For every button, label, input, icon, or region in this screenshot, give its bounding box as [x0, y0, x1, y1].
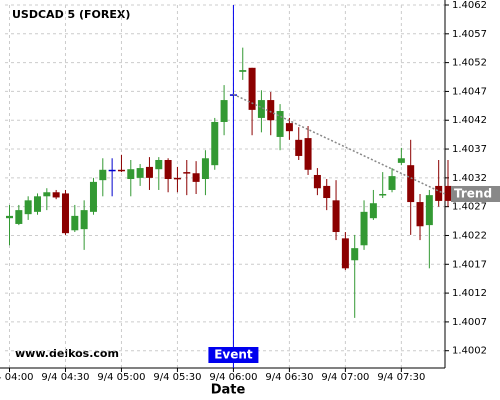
- candle-body: [267, 100, 275, 121]
- y-tick-label: 1.4027: [452, 202, 487, 213]
- candle-body: [425, 195, 433, 226]
- y-tick-label: 1.4007: [452, 317, 487, 328]
- candle-body: [295, 139, 303, 156]
- candle-body: [285, 123, 293, 132]
- candle-body: [164, 159, 172, 180]
- event-label: Event: [214, 348, 253, 362]
- candle-body: [220, 100, 228, 122]
- candle-body: [80, 210, 88, 230]
- y-tick-label: 1.4057: [452, 29, 487, 40]
- x-axis-label: Date: [211, 383, 246, 398]
- watermark: www.delkos.com: [15, 347, 119, 360]
- y-tick-label: 1.4037: [452, 144, 487, 155]
- candle-body: [416, 202, 424, 227]
- candle-body: [388, 176, 396, 190]
- event-tag: [208, 347, 259, 363]
- x-tick-label: 9/4 06:30: [265, 372, 313, 383]
- candle-body: [323, 185, 331, 199]
- candle-body: [173, 177, 181, 180]
- candle-body: [444, 185, 452, 201]
- candle-body: [24, 200, 32, 215]
- candle-body: [313, 174, 321, 189]
- candle-body: [397, 158, 405, 163]
- trend-tag: [451, 185, 500, 202]
- candle-body: [127, 169, 135, 180]
- y-tick-label: 1.4042: [452, 115, 487, 126]
- candle-body: [61, 193, 69, 234]
- candle-body: [360, 211, 368, 246]
- trend-line: [233, 93, 446, 195]
- candle-body: [108, 169, 116, 172]
- candle-body: [89, 181, 97, 212]
- candle-body: [99, 169, 107, 181]
- x-tick-label: 9/4 05:00: [97, 372, 145, 383]
- candle-body: [351, 248, 359, 261]
- candle-body: [257, 100, 265, 118]
- candle-body: [136, 168, 144, 178]
- candle-body: [52, 192, 60, 198]
- candle-body: [332, 200, 340, 233]
- x-tick-label: 9/4 05:30: [153, 372, 201, 383]
- candle-body: [33, 196, 41, 212]
- y-tick-label: 1.4002: [452, 346, 487, 357]
- y-tick-label: 1.4012: [452, 288, 487, 299]
- candle-body: [304, 138, 312, 170]
- candle-body: [201, 158, 209, 180]
- y-tick-label: 1.4052: [452, 58, 487, 69]
- x-tick-label: 9/4 04:30: [41, 372, 89, 383]
- y-tick-label: 1.4032: [452, 173, 487, 184]
- y-tick-label: 1.4062: [452, 0, 487, 11]
- candle-body: [71, 215, 79, 231]
- trend-label: Trend: [454, 186, 492, 200]
- candle-body: [145, 166, 153, 178]
- candle-body: [379, 193, 387, 196]
- candle-body: [192, 173, 200, 182]
- candle-body: [239, 70, 247, 72]
- candle-body: [435, 185, 443, 201]
- candle-body: [183, 172, 191, 174]
- chart-title: USDCAD 5 (FOREX): [12, 8, 130, 21]
- x-tick-label: 9/4 07:00: [321, 372, 369, 383]
- candle-body: [248, 67, 256, 110]
- y-tick-label: 1.4047: [452, 86, 487, 97]
- candle-body: [369, 203, 377, 219]
- candle-body: [6, 215, 13, 219]
- x-tick-label: 9/4 04:00: [0, 372, 34, 383]
- candle-body: [155, 159, 163, 170]
- candle-body: [43, 192, 51, 197]
- candle-body: [276, 111, 284, 137]
- y-tick-label: 1.4022: [452, 230, 487, 241]
- candle-body: [211, 121, 219, 166]
- candle-body: [407, 165, 415, 203]
- candle-body: [117, 169, 125, 172]
- y-tick-label: 1.4017: [452, 259, 487, 270]
- candle-body: [341, 238, 349, 269]
- x-tick-label: 9/4 06:00: [209, 372, 257, 383]
- candle-body: [15, 210, 23, 224]
- x-tick-label: 9/4 07:30: [377, 372, 425, 383]
